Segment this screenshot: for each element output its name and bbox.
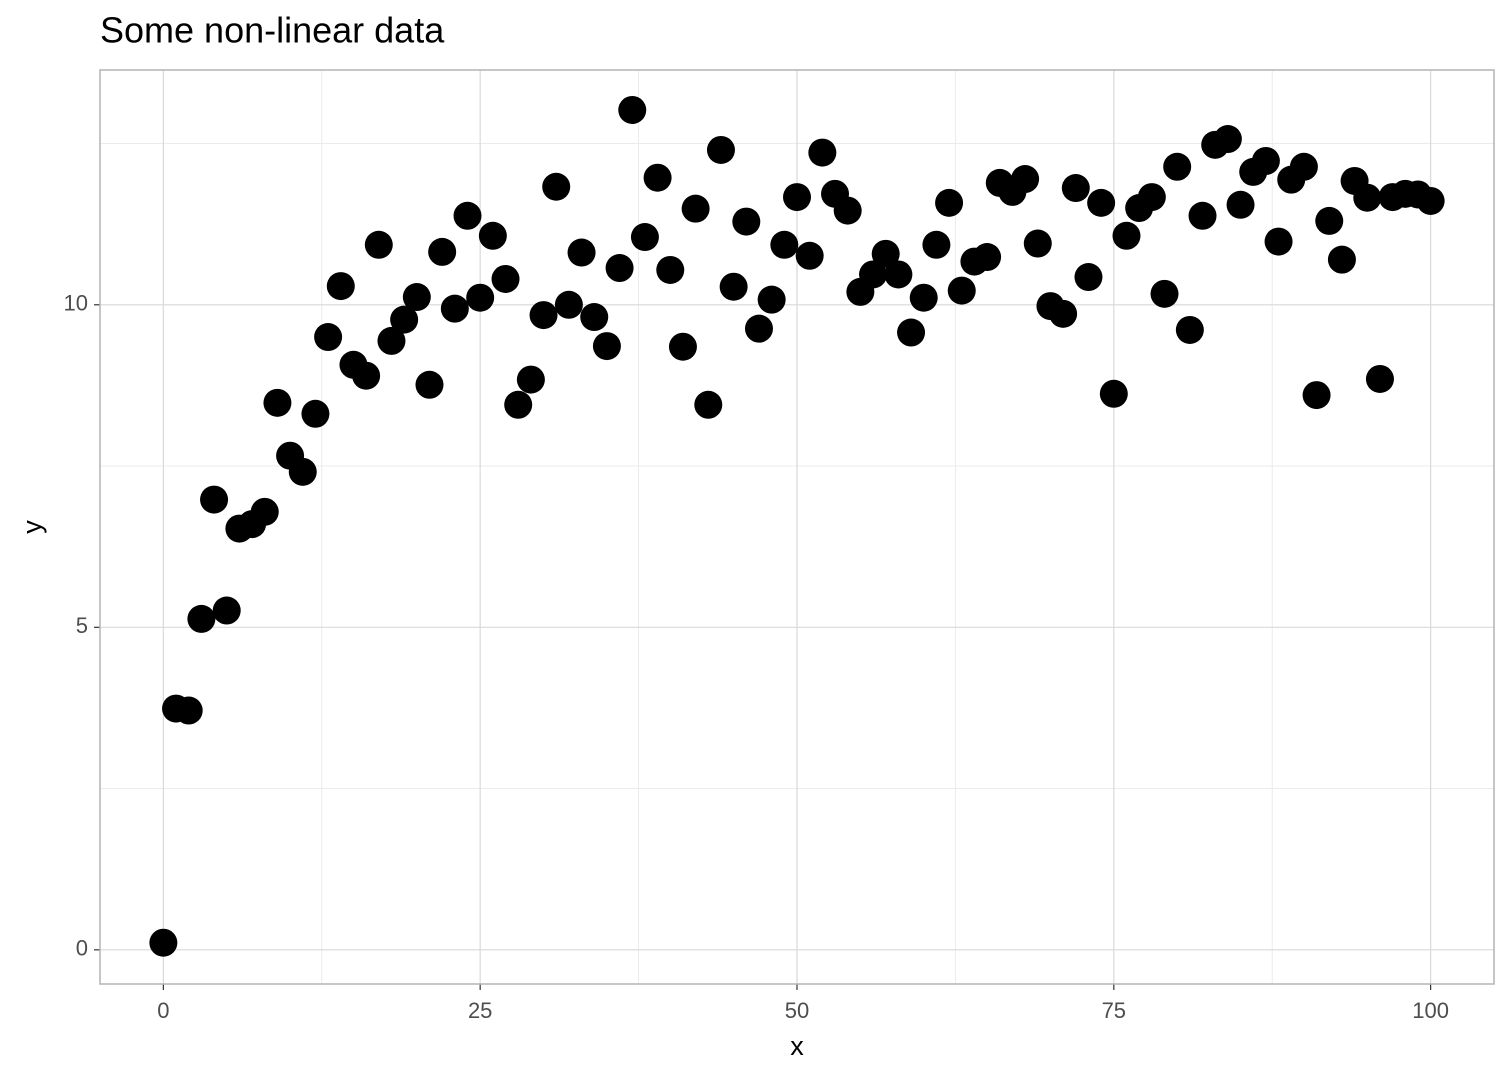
point bbox=[884, 260, 913, 289]
point bbox=[478, 221, 507, 250]
point bbox=[288, 457, 317, 486]
point bbox=[1188, 201, 1217, 230]
point bbox=[352, 361, 381, 390]
x-tick-label: 75 bbox=[1102, 998, 1126, 1023]
point bbox=[187, 604, 216, 633]
y-tick-label: 0 bbox=[76, 936, 88, 961]
y-axis-title: y bbox=[17, 520, 47, 534]
point bbox=[947, 276, 976, 305]
point bbox=[757, 285, 786, 314]
point bbox=[428, 237, 457, 266]
point bbox=[1315, 206, 1344, 235]
point bbox=[1213, 125, 1242, 154]
point bbox=[744, 314, 773, 343]
point bbox=[795, 241, 824, 270]
point bbox=[973, 243, 1002, 272]
point bbox=[542, 172, 571, 201]
point bbox=[212, 596, 241, 625]
point bbox=[1023, 229, 1052, 258]
point bbox=[1112, 221, 1141, 250]
point bbox=[1061, 174, 1090, 203]
point bbox=[1150, 279, 1179, 308]
x-tick-label: 50 bbox=[785, 998, 809, 1023]
point bbox=[859, 260, 888, 289]
point bbox=[377, 326, 406, 355]
point bbox=[1251, 146, 1280, 175]
point bbox=[1302, 381, 1331, 410]
point bbox=[1011, 165, 1040, 194]
point bbox=[694, 390, 723, 419]
point bbox=[250, 497, 279, 526]
point bbox=[516, 365, 545, 394]
point bbox=[314, 323, 343, 352]
point bbox=[504, 390, 533, 419]
x-tick-label: 100 bbox=[1412, 998, 1449, 1023]
point bbox=[1175, 315, 1204, 344]
point bbox=[643, 163, 672, 192]
point bbox=[149, 928, 178, 957]
point bbox=[922, 230, 951, 259]
point bbox=[1226, 190, 1255, 219]
chart-title: Some non-linear data bbox=[100, 10, 445, 51]
point bbox=[1074, 263, 1103, 292]
point bbox=[466, 283, 495, 312]
point bbox=[732, 207, 761, 236]
point bbox=[415, 370, 444, 399]
x-tick-label: 0 bbox=[157, 998, 169, 1023]
point bbox=[529, 301, 558, 330]
point bbox=[871, 239, 900, 268]
point bbox=[263, 388, 292, 417]
point bbox=[390, 305, 419, 334]
point bbox=[174, 696, 203, 725]
point bbox=[605, 254, 634, 283]
point bbox=[592, 332, 621, 361]
point bbox=[1264, 227, 1293, 256]
point bbox=[668, 332, 697, 361]
point bbox=[440, 294, 469, 323]
point bbox=[1353, 183, 1382, 212]
point bbox=[301, 399, 330, 428]
point bbox=[1327, 245, 1356, 274]
point bbox=[200, 485, 229, 514]
point bbox=[580, 303, 609, 332]
point bbox=[402, 283, 431, 312]
point bbox=[364, 230, 393, 259]
panel-border bbox=[99, 69, 1495, 985]
point bbox=[491, 264, 520, 293]
point bbox=[897, 318, 926, 347]
point bbox=[326, 272, 355, 301]
point bbox=[618, 95, 647, 124]
point bbox=[783, 183, 811, 212]
point bbox=[630, 223, 659, 252]
point bbox=[1137, 183, 1166, 212]
point bbox=[1099, 379, 1128, 408]
y-tick-label: 10 bbox=[64, 291, 88, 316]
point bbox=[1049, 299, 1078, 328]
point bbox=[681, 194, 710, 223]
point bbox=[1163, 152, 1192, 181]
point bbox=[808, 138, 837, 167]
point bbox=[770, 230, 799, 259]
y-tick-label: 5 bbox=[76, 613, 88, 638]
point bbox=[1416, 186, 1445, 215]
point bbox=[719, 272, 748, 301]
x-axis-title: x bbox=[790, 1031, 804, 1061]
point bbox=[909, 283, 938, 312]
point bbox=[453, 201, 482, 230]
x-tick-label: 25 bbox=[468, 998, 492, 1023]
point bbox=[554, 290, 583, 319]
point bbox=[567, 238, 596, 267]
point bbox=[1365, 364, 1394, 393]
point bbox=[833, 196, 862, 225]
point bbox=[706, 135, 735, 164]
point bbox=[656, 255, 685, 284]
point bbox=[1289, 152, 1318, 181]
point bbox=[1087, 188, 1116, 217]
point bbox=[935, 188, 964, 217]
